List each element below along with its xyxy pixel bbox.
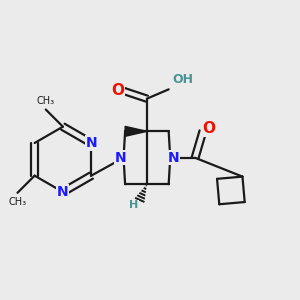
Text: CH₃: CH₃ <box>37 96 55 106</box>
Text: N: N <box>85 136 97 150</box>
Text: H: H <box>129 200 139 210</box>
Text: N: N <box>167 151 179 165</box>
Text: O: O <box>202 121 215 136</box>
Polygon shape <box>125 126 147 136</box>
Text: N: N <box>115 151 126 165</box>
Text: N: N <box>57 185 69 199</box>
Text: OH: OH <box>172 73 194 86</box>
Text: O: O <box>112 83 124 98</box>
Text: CH₃: CH₃ <box>8 196 27 206</box>
